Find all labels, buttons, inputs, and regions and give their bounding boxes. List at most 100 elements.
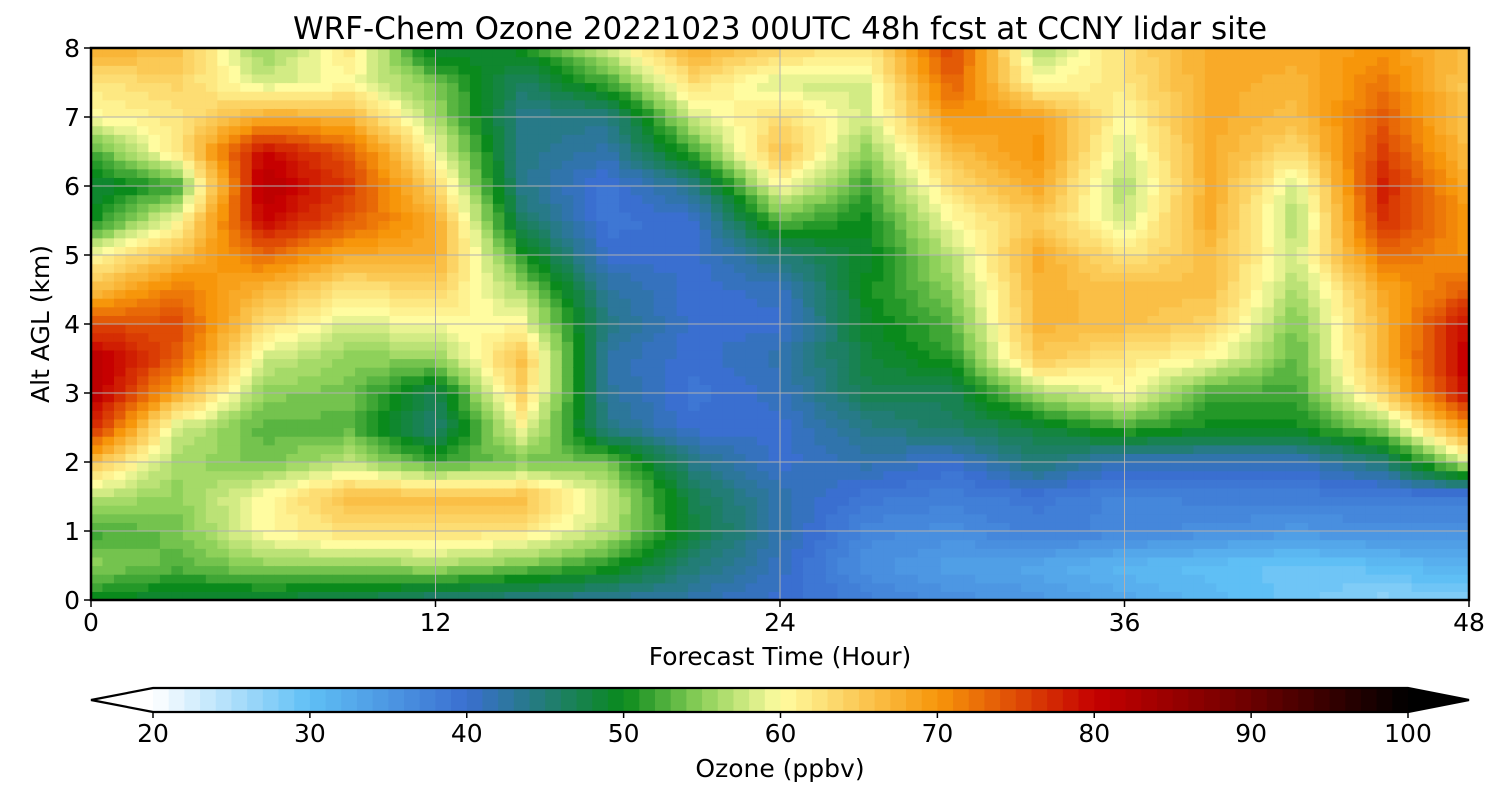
- heatmap-cell: [424, 99, 437, 109]
- heatmap-cell: [378, 229, 391, 239]
- heatmap-cell: [745, 522, 758, 532]
- heatmap-cell: [148, 117, 161, 127]
- heatmap-cell: [401, 246, 414, 256]
- heatmap-cell: [917, 255, 930, 265]
- heatmap-cell: [297, 496, 310, 506]
- heatmap-cell: [515, 203, 528, 213]
- heatmap-cell: [596, 237, 609, 247]
- heatmap-cell: [963, 539, 976, 549]
- heatmap-cell: [378, 591, 391, 600]
- heatmap-cell: [343, 358, 356, 368]
- heatmap-cell: [573, 539, 586, 549]
- heatmap-cell: [802, 384, 816, 394]
- heatmap-cell: [458, 289, 471, 299]
- heatmap-cell: [688, 203, 701, 213]
- heatmap-cell: [883, 168, 896, 178]
- heatmap-cell: [515, 289, 528, 299]
- heatmap-cell: [665, 229, 678, 239]
- heatmap-cell: [745, 453, 758, 463]
- heatmap-cell: [642, 108, 655, 118]
- heatmap-cell: [630, 194, 643, 204]
- heatmap-cell: [320, 375, 333, 385]
- heatmap-cell: [814, 194, 827, 204]
- heatmap-cell: [952, 211, 965, 222]
- heatmap-cell: [446, 349, 460, 360]
- heatmap-cell: [320, 272, 333, 282]
- heatmap-cell: [584, 427, 597, 437]
- heatmap-cell: [975, 393, 988, 403]
- heatmap-cell: [802, 65, 816, 75]
- heatmap-cell: [136, 332, 150, 342]
- heatmap-cell: [860, 444, 873, 454]
- heatmap-cell: [791, 487, 804, 498]
- heatmap-cell: [791, 73, 804, 84]
- heatmap-cell: [297, 56, 310, 66]
- heatmap-cell: [814, 246, 827, 256]
- heatmap-cell: [596, 280, 609, 291]
- heatmap-cell: [389, 280, 402, 291]
- heatmap-cell: [642, 134, 655, 144]
- heatmap-cell: [343, 505, 356, 515]
- heatmap-cell: [676, 82, 689, 92]
- heatmap-cell: [825, 272, 839, 282]
- heatmap-cell: [355, 496, 368, 506]
- heatmap-cell: [848, 505, 861, 515]
- heatmap-cell: [630, 186, 643, 196]
- heatmap-cell: [929, 117, 942, 127]
- heatmap-cell: [665, 444, 678, 454]
- heatmap-cell: [791, 565, 804, 575]
- heatmap-cell: [125, 539, 138, 549]
- heatmap-cell: [102, 565, 115, 575]
- heatmap-cell: [699, 427, 712, 437]
- heatmap-cell: [424, 531, 437, 541]
- heatmap-cell: [825, 487, 839, 498]
- heatmap-cell: [653, 556, 666, 567]
- heatmap-cell: [469, 582, 483, 592]
- heatmap-cell: [492, 401, 505, 411]
- heatmap-cell: [837, 82, 850, 92]
- heatmap-cell: [688, 117, 701, 127]
- heatmap-cell: [665, 255, 678, 265]
- heatmap-cell: [745, 151, 758, 161]
- heatmap-cell: [458, 324, 471, 334]
- heatmap-cell: [412, 375, 425, 385]
- heatmap-cell: [148, 82, 161, 92]
- heatmap-cell: [596, 168, 609, 178]
- heatmap-cell: [401, 384, 414, 394]
- heatmap-cell: [596, 194, 609, 204]
- heatmap-cell: [389, 393, 402, 403]
- heatmap-cell: [768, 349, 781, 360]
- heatmap-cell: [458, 151, 471, 161]
- heatmap-cell: [194, 453, 207, 463]
- heatmap-cell: [401, 496, 414, 506]
- heatmap-cell: [251, 280, 264, 291]
- heatmap-cell: [642, 298, 655, 308]
- heatmap-cell: [228, 48, 241, 58]
- heatmap-cell: [251, 272, 264, 282]
- heatmap-cell: [584, 73, 597, 84]
- heatmap-cell: [332, 324, 345, 334]
- heatmap-cell: [584, 91, 597, 101]
- heatmap-cell: [561, 306, 574, 316]
- heatmap-cell: [607, 142, 620, 153]
- heatmap-cell: [378, 246, 391, 256]
- heatmap-cell: [894, 263, 907, 273]
- heatmap-cell: [561, 289, 574, 299]
- heatmap-cell: [848, 125, 861, 135]
- heatmap-cell: [550, 427, 563, 437]
- heatmap-cell: [734, 168, 747, 178]
- heatmap-cell: [825, 341, 839, 351]
- heatmap-cell: [343, 73, 356, 84]
- heatmap-cell: [642, 505, 655, 515]
- heatmap-cell: [481, 125, 494, 135]
- heatmap-cell: [309, 263, 322, 273]
- heatmap-cell: [906, 349, 919, 360]
- heatmap-cell: [711, 332, 724, 342]
- heatmap-cell: [424, 160, 437, 170]
- heatmap-cell: [274, 574, 287, 584]
- heatmap-cell: [860, 255, 873, 265]
- heatmap-cell: [688, 211, 701, 222]
- heatmap-cell: [584, 444, 597, 454]
- heatmap-cell: [240, 349, 253, 360]
- heatmap-cell: [757, 462, 770, 472]
